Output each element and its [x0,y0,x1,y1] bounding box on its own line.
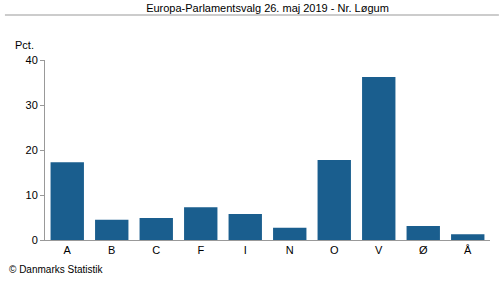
svg-text:30: 30 [26,99,38,111]
svg-text:F: F [197,244,204,256]
svg-text:N: N [286,244,294,256]
svg-text:Pct.: Pct. [15,39,34,51]
svg-text:© Danmarks Statistik: © Danmarks Statistik [9,264,104,275]
svg-text:40: 40 [26,54,38,66]
svg-text:C: C [152,244,160,256]
svg-text:Å: Å [464,244,472,256]
svg-text:Ø: Ø [419,244,428,256]
svg-text:B: B [108,244,115,256]
svg-text:0: 0 [32,234,38,246]
svg-text:10: 10 [26,189,38,201]
svg-text:A: A [64,244,72,256]
svg-text:V: V [375,244,383,256]
svg-text:O: O [330,244,339,256]
svg-text:Europa-Parlamentsvalg 26. maj: Europa-Parlamentsvalg 26. maj 2019 - Nr.… [146,2,389,14]
svg-text:20: 20 [26,144,38,156]
svg-text:I: I [244,244,247,256]
